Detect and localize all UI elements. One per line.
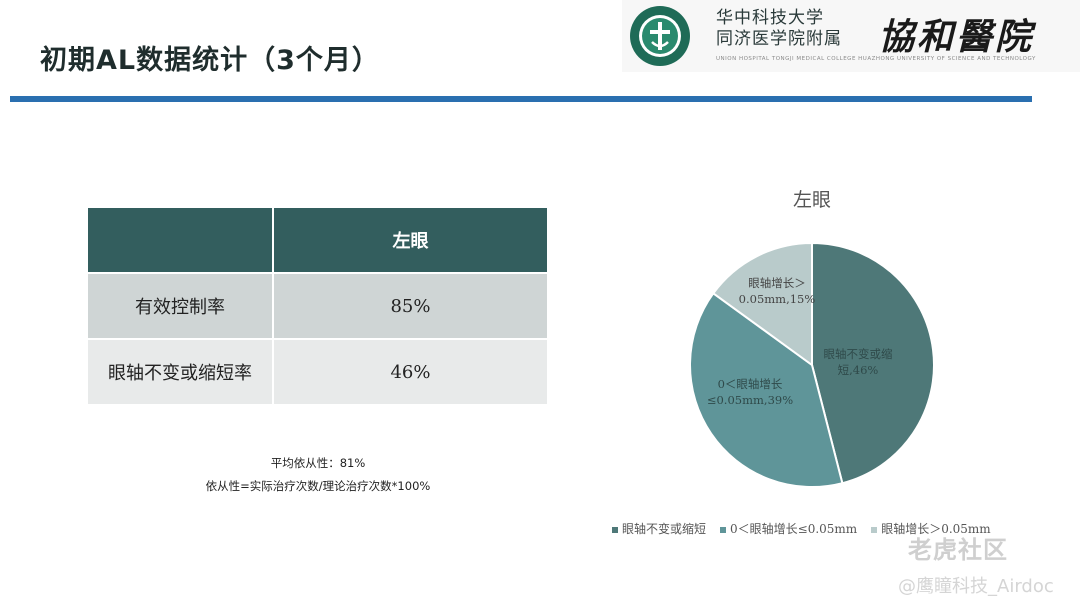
watermark-author: @鹰瞳科技_Airdoc bbox=[898, 576, 1054, 597]
pie-chart-title: 左眼 bbox=[792, 189, 831, 211]
institution-line-1: 华中科技大学 bbox=[716, 8, 824, 28]
legend-item: 眼轴不变或缩短 bbox=[612, 520, 706, 537]
row-label: 眼轴不变或缩短率 bbox=[88, 339, 274, 406]
legend-swatch bbox=[612, 526, 618, 533]
hospital-seal-icon bbox=[630, 6, 690, 66]
institution-line-2: 同济医学院附属 bbox=[716, 29, 842, 49]
table-header-empty bbox=[88, 208, 274, 274]
pie-slice-label: 眼轴增长＞ 0.05mm,15% bbox=[739, 276, 816, 306]
legend-item: 眼轴增长＞0.05mm bbox=[871, 520, 991, 537]
legend-swatch bbox=[720, 526, 727, 533]
hospital-calligraphy-logo: 協和醫院 bbox=[878, 16, 1035, 58]
adherence-formula-note: 依从性=实际治疗次数/理论治疗次数*100% bbox=[205, 479, 431, 493]
table-header-left-eye: 左眼 bbox=[273, 208, 549, 274]
pie-slice-label: 0＜眼轴增长≤0.05mm,39% bbox=[707, 377, 793, 407]
legend-label: 眼轴不变或缩短 bbox=[622, 522, 707, 536]
legend-item: 0＜眼轴增长≤0.05mm bbox=[720, 520, 857, 537]
table-row: 眼轴不变或缩短率 46% bbox=[88, 339, 549, 406]
pie-slice bbox=[711, 241, 813, 367]
chart-legend: 眼轴不变或缩短 0＜眼轴增长≤0.05mm 眼轴增长＞0.05mm bbox=[612, 520, 1005, 537]
pie-slice bbox=[689, 291, 844, 488]
header-divider bbox=[10, 96, 1032, 102]
watermark-community: 老虎社区 bbox=[908, 536, 1008, 564]
legend-swatch bbox=[871, 526, 878, 533]
legend-label: 眼轴增长＞0.05mm bbox=[881, 522, 991, 536]
institution-english-name: UNION HOSPITAL TONGJI MEDICAL COLLEGE HU… bbox=[716, 56, 1036, 62]
table-row: 有效控制率 85% bbox=[88, 273, 549, 340]
legend-label: 0＜眼轴增长≤0.05mm bbox=[730, 522, 858, 536]
row-value: 85% bbox=[273, 273, 549, 340]
pie-slice-label: 眼轴不变或缩短,46% bbox=[824, 347, 893, 377]
stats-table: 左眼 有效控制率 85% 眼轴不变或缩短率 46% bbox=[88, 208, 549, 406]
institution-name: 华中科技大学 同济医学院附属 bbox=[716, 8, 842, 50]
table-header-row: 左眼 bbox=[88, 208, 549, 274]
adherence-note: 平均依从性：81% bbox=[270, 456, 366, 470]
row-label: 有效控制率 bbox=[88, 273, 274, 340]
page-title: 初期AL数据统计（3个月） bbox=[40, 45, 380, 76]
hospital-logo-banner bbox=[622, 0, 1080, 72]
row-value: 46% bbox=[273, 339, 549, 406]
pie-slice bbox=[811, 241, 935, 485]
